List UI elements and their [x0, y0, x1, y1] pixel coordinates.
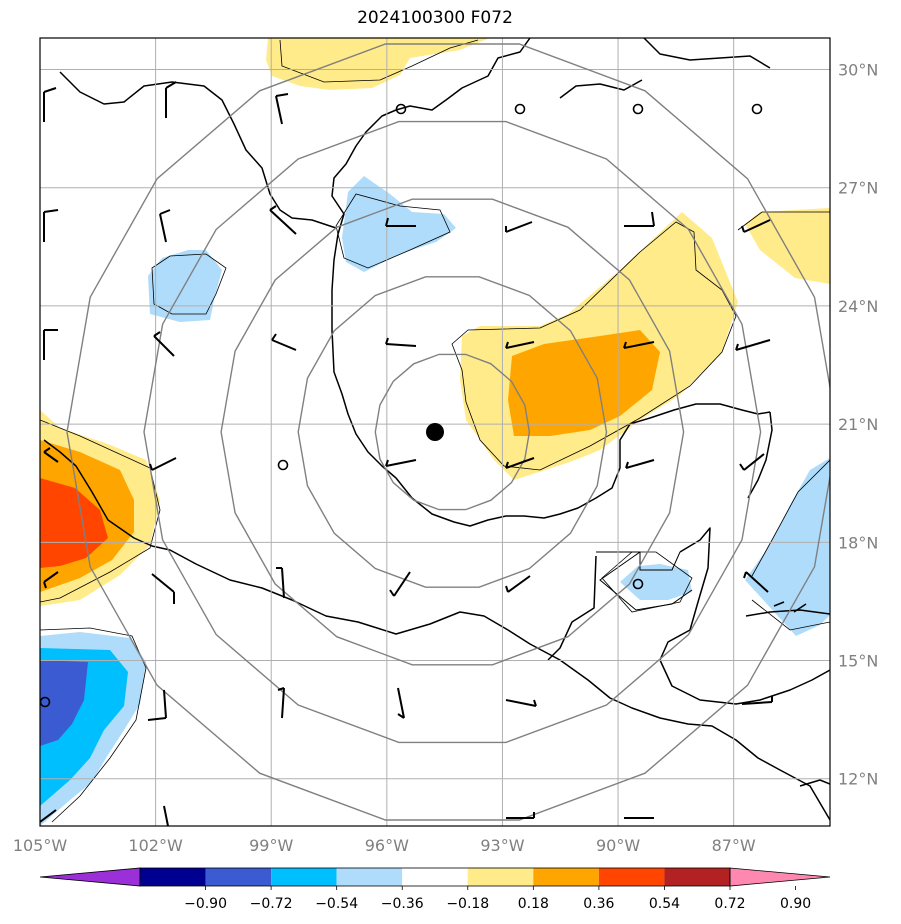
range-ring [297, 276, 608, 588]
colorbar: −0.90 −0.72 −0.54 −0.36 −0.18 0.18 0.36 0.54 0.7… [39, 867, 831, 912]
lat-tick-label: 18°N [838, 533, 878, 552]
range-ring [143, 120, 762, 744]
lon-tick-label: 93°W [480, 836, 524, 855]
lon-tick-label: 99°W [249, 836, 293, 855]
colorbar-tick-label: −0.54 [315, 896, 358, 912]
latitude-tick-labels: 30°N 27°N 24°N 21°N 18°N 15°N 12°N [838, 61, 878, 789]
colorbar-tick-label: 0.36 [583, 896, 614, 912]
lat-tick-label: 12°N [838, 770, 878, 789]
range-rings [66, 43, 830, 821]
colorbar-tick-label: −0.90 [184, 896, 227, 912]
range-ring [374, 353, 531, 511]
map-title: 2024100300 F072 [357, 8, 513, 28]
storm-center-marker [426, 423, 444, 441]
colorbar-outline [139, 867, 731, 887]
country-borders [596, 551, 693, 611]
longitude-tick-labels: 105°W 102°W 99°W 96°W 93°W 90°W 87°W [13, 836, 756, 855]
colorbar-tick-label: −0.36 [381, 896, 424, 912]
colorbar-box [336, 868, 403, 886]
lat-tick-label: 24°N [838, 297, 878, 316]
lat-tick-label: 21°N [838, 415, 878, 434]
lon-tick-label: 96°W [365, 836, 409, 855]
lon-tick-label: 102°W [128, 836, 183, 855]
colorbar-tick-label: 0.72 [714, 896, 745, 912]
colorbar-tick-label: −0.18 [446, 896, 489, 912]
colorbar-box [598, 868, 665, 886]
lon-tick-label: 105°W [13, 836, 68, 855]
colorbar-box [533, 868, 599, 886]
colorbar-box [664, 868, 730, 886]
colorbar-tick-label: 0.90 [780, 896, 811, 912]
colorbar-tick-label: −0.72 [250, 896, 293, 912]
lon-tick-label: 87°W [712, 836, 756, 855]
colorbar-box [271, 868, 337, 886]
colorbar-box [467, 868, 534, 886]
lon-tick-label: 90°W [596, 836, 640, 855]
coastlines [43, 38, 830, 821]
colorbar-box [140, 868, 206, 886]
lat-tick-label: 27°N [838, 179, 878, 198]
positive-anomaly-fill [40, 38, 830, 606]
range-ring [220, 198, 685, 666]
anomaly-contours [40, 39, 830, 823]
wind-barbs [40, 81, 773, 826]
map-frame [39, 37, 831, 827]
colorbar-box [205, 868, 272, 886]
range-ring [66, 43, 830, 821]
colorbar-extend-high [729, 867, 831, 887]
colorbar-tick-label: 0.54 [649, 896, 680, 912]
colorbar-tick-label: 0.18 [518, 896, 549, 912]
lat-tick-label: 15°N [838, 652, 878, 671]
colorbar-extend-low [39, 867, 141, 887]
lat-tick-label: 30°N [838, 61, 878, 80]
colorbar-box [402, 868, 468, 886]
